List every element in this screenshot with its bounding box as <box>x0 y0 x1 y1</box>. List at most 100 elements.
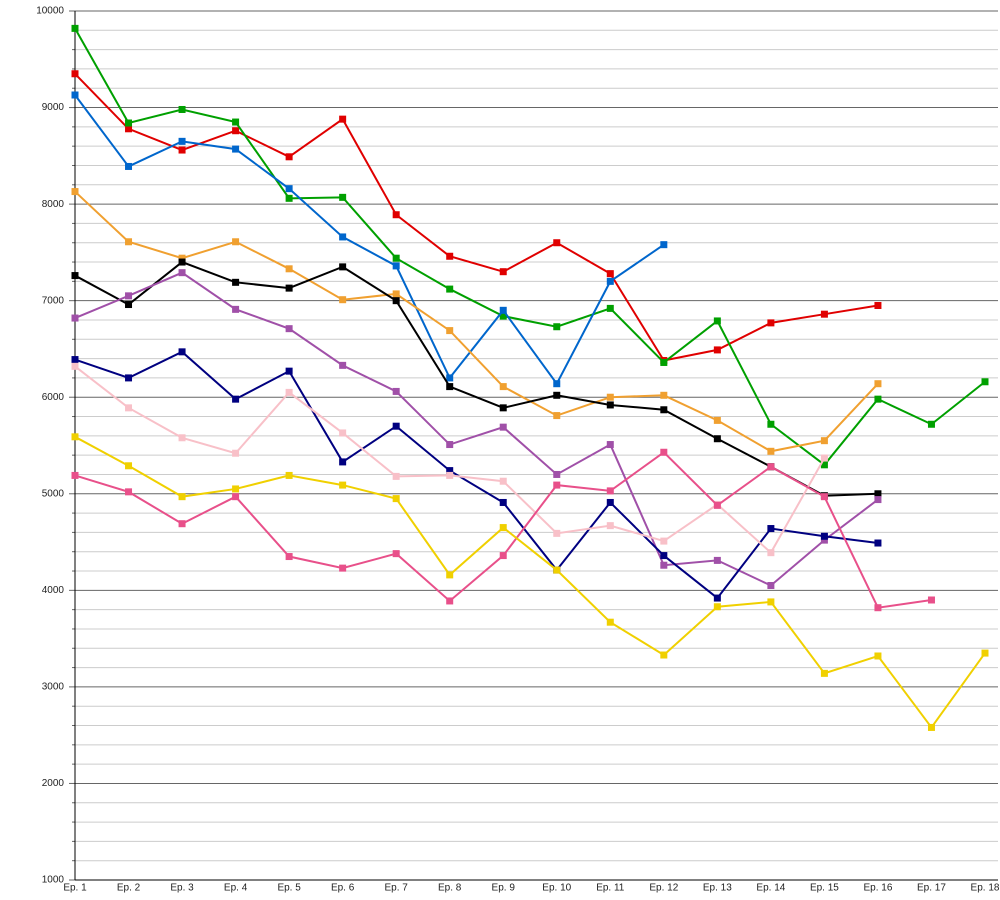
data-point <box>713 594 721 602</box>
data-point <box>232 449 240 457</box>
data-point <box>392 550 400 558</box>
data-point <box>874 539 882 547</box>
data-point <box>125 119 133 127</box>
data-point <box>820 461 828 469</box>
data-point <box>339 193 347 201</box>
data-point <box>285 284 293 292</box>
y-tick-label: 4000 <box>42 585 65 596</box>
data-point <box>499 383 507 391</box>
data-point <box>392 297 400 305</box>
data-point <box>606 522 614 530</box>
data-point <box>285 265 293 273</box>
data-point <box>874 395 882 403</box>
data-point <box>767 549 775 557</box>
data-point <box>71 272 79 280</box>
data-point <box>232 127 240 135</box>
data-point <box>71 433 79 441</box>
data-point <box>285 367 293 375</box>
data-point <box>339 458 347 466</box>
data-point <box>499 306 507 314</box>
data-point <box>606 441 614 449</box>
data-point <box>660 241 668 249</box>
data-point <box>339 233 347 241</box>
data-point <box>392 262 400 270</box>
data-point <box>232 493 240 501</box>
data-point <box>820 669 828 677</box>
data-point <box>660 406 668 414</box>
x-tick-label: Ep. 7 <box>384 883 408 894</box>
data-point <box>392 211 400 219</box>
data-point <box>767 582 775 590</box>
data-point <box>446 285 454 293</box>
data-point <box>392 254 400 262</box>
data-point <box>71 24 79 32</box>
data-point <box>713 435 721 443</box>
x-tick-label: Ep. 1 <box>63 883 87 894</box>
series-line <box>74 27 986 467</box>
data-point <box>125 238 133 246</box>
data-point <box>125 125 133 133</box>
data-point <box>874 380 882 388</box>
y-tick-label: 1000 <box>42 875 65 886</box>
data-point <box>820 536 828 544</box>
x-tick-label: Ep. 2 <box>117 883 141 894</box>
data-point <box>713 556 721 564</box>
data-point <box>125 301 133 309</box>
data-point <box>553 391 561 399</box>
data-point <box>446 327 454 335</box>
data-point <box>499 498 507 506</box>
data-point <box>927 723 935 731</box>
y-tick-label: 9000 <box>42 102 65 113</box>
data-point <box>71 362 79 370</box>
data-point <box>125 292 133 300</box>
x-tick-label: Ep. 18 <box>971 883 1000 894</box>
data-point <box>499 524 507 532</box>
data-point <box>339 361 347 369</box>
data-point <box>285 388 293 396</box>
data-point <box>285 153 293 161</box>
data-point <box>606 270 614 278</box>
data-point <box>71 188 79 196</box>
data-point <box>285 471 293 479</box>
data-point <box>71 70 79 78</box>
data-point <box>392 290 400 298</box>
data-point <box>178 493 186 501</box>
y-tick-label: 10000 <box>36 6 64 17</box>
y-tick-label: 2000 <box>42 778 65 789</box>
data-point <box>178 258 186 266</box>
x-tick-label: Ep. 14 <box>756 883 785 894</box>
x-tick-label: Ep. 10 <box>542 883 571 894</box>
data-point <box>446 597 454 605</box>
data-point <box>285 325 293 333</box>
data-point <box>499 423 507 431</box>
data-point <box>285 194 293 202</box>
data-point <box>178 105 186 113</box>
data-point <box>606 304 614 312</box>
data-point <box>285 553 293 561</box>
series-line <box>74 73 879 362</box>
x-tick-label: Ep. 11 <box>596 883 625 894</box>
data-point <box>499 404 507 412</box>
data-point <box>392 387 400 395</box>
data-point <box>71 471 79 479</box>
data-point <box>499 552 507 560</box>
data-point <box>874 496 882 504</box>
data-point <box>767 319 775 327</box>
x-tick-label: Ep. 15 <box>810 883 839 894</box>
data-point <box>553 481 561 489</box>
data-point <box>767 598 775 606</box>
series-line <box>74 435 986 730</box>
data-point <box>660 358 668 366</box>
data-point <box>553 412 561 420</box>
data-point <box>553 529 561 537</box>
data-point <box>232 118 240 126</box>
data-point <box>125 488 133 496</box>
data-point <box>820 532 828 540</box>
data-point <box>125 462 133 470</box>
x-tick-label: Ep. 13 <box>703 883 732 894</box>
y-tick-label: 3000 <box>42 682 65 693</box>
data-point <box>232 305 240 313</box>
data-point <box>713 603 721 611</box>
data-point <box>339 564 347 572</box>
data-point <box>232 278 240 286</box>
